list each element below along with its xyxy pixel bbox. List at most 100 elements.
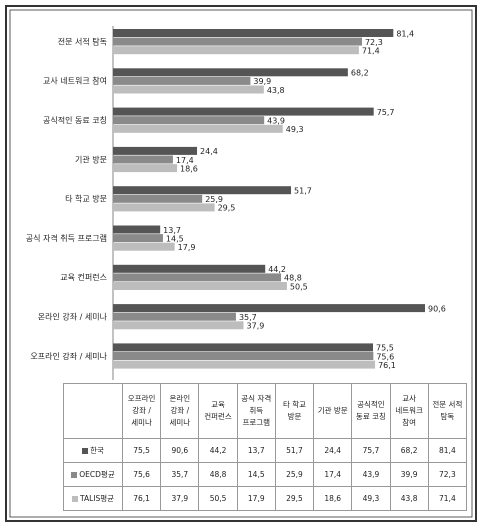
- table-cell: 68,2: [389, 438, 429, 463]
- value-label: 25,9: [205, 195, 223, 204]
- bar: [113, 242, 175, 251]
- category-label: 기관 방문: [75, 154, 107, 164]
- bar: [113, 304, 425, 313]
- value-label: 48,8: [284, 274, 302, 283]
- value-label: 29,5: [218, 204, 236, 213]
- bar: [113, 186, 292, 195]
- legend-label: TALIS평균: [79, 493, 115, 503]
- table-header: 교사 네트워크 참여: [389, 383, 429, 439]
- table-row: OECD평균 75,6 35,7 48,8 14,5 25,9 17,4 43,9 39,9 72…: [63, 462, 468, 487]
- bar: [113, 225, 161, 234]
- table-cell: 37,9: [160, 486, 200, 511]
- table-header: 공식적인 동료 코칭: [351, 383, 391, 439]
- value-label: 68,2: [351, 69, 369, 78]
- value-label: 39,9: [253, 77, 271, 86]
- bar: [113, 116, 265, 125]
- category-label: 오프라인 강좌 / 세미나: [30, 351, 107, 361]
- legend-cell: TALIS평균: [63, 486, 123, 511]
- value-label: 17,9: [178, 243, 196, 252]
- bar: [113, 76, 251, 85]
- category-label: 교육 컨퍼런스: [60, 272, 107, 282]
- frame-outer: [5, 5, 477, 522]
- table-row: 한국 75,5 90,6 44,2 13,7 51,7 24,4 75,7 68,2 81,4: [63, 438, 468, 463]
- bar: [113, 46, 359, 55]
- bar: [113, 124, 283, 133]
- table-cell: 75,6: [121, 462, 162, 487]
- table-cell: 14,5: [236, 462, 276, 487]
- data-table: 오프라인 강좌 / 세미나 온라인 강좌 / 세미나 교육 컨퍼런스 공식 자격 취득…: [63, 383, 468, 511]
- table-cell: 24,4: [313, 438, 353, 463]
- table-cell: 43,9: [351, 462, 391, 487]
- value-label: 75,7: [377, 108, 395, 117]
- value-label: 43,8: [267, 86, 285, 95]
- table-header: 오프라인 강좌 / 세미나: [121, 383, 162, 439]
- table-cell: 43,8: [389, 486, 429, 511]
- bar: [113, 312, 236, 321]
- table-header: 공식 자격 취득 프로그램: [236, 383, 276, 439]
- value-label: 71,4: [362, 47, 380, 56]
- table-cell: 44,2: [198, 438, 238, 463]
- legend-cell: 한국: [63, 438, 123, 463]
- legend-label: OECD평균: [79, 469, 115, 479]
- value-label: 13,7: [163, 226, 181, 235]
- table-row: TALIS평균 76,1 37,9 50,5 17,9 29,5 18,6 49,3 43,8 7…: [63, 486, 468, 511]
- table-corner: [63, 383, 123, 439]
- table-header: 교육 컨퍼런스: [198, 383, 238, 439]
- category-label: 타 학교 방문: [65, 194, 107, 204]
- bar: [113, 37, 362, 46]
- table-cell: 17,4: [313, 462, 353, 487]
- table-cell: 39,9: [389, 462, 429, 487]
- value-label: 18,6: [180, 164, 198, 173]
- value-label: 37,9: [247, 322, 265, 331]
- value-label: 51,7: [294, 187, 312, 196]
- value-label: 75,6: [376, 352, 394, 361]
- table-cell: 48,8: [198, 462, 238, 487]
- value-label: 44,2: [268, 265, 286, 274]
- table-cell: 17,9: [236, 486, 276, 511]
- table-cell: 51,7: [274, 438, 315, 463]
- value-label: 50,5: [290, 282, 308, 291]
- bar: [113, 343, 373, 352]
- table-cell: 35,7: [160, 462, 200, 487]
- bar: [113, 321, 244, 330]
- bar: [113, 282, 287, 290]
- category-label: 전문 서적 탐독: [58, 36, 107, 46]
- value-label: 76,1: [378, 361, 396, 370]
- bar: [113, 264, 266, 273]
- legend-swatch: [71, 471, 78, 478]
- table-header: 기관 방문: [313, 383, 353, 439]
- table-cell: 76,1: [121, 486, 162, 511]
- bar: [113, 146, 198, 155]
- value-label: 75,5: [376, 344, 394, 353]
- category-label: 온라인 강좌 / 세미나: [38, 312, 108, 322]
- bar: [113, 164, 178, 173]
- value-label: 72,3: [365, 38, 383, 47]
- table-cell: 71,4: [427, 486, 468, 511]
- table-cell: 18,6: [313, 486, 353, 511]
- table-cell: 75,5: [121, 438, 162, 463]
- value-label: 14,5: [166, 234, 184, 243]
- bar: [113, 360, 376, 369]
- table-cell: 49,3: [351, 486, 391, 511]
- bar: [113, 85, 264, 94]
- value-label: 24,4: [200, 147, 218, 156]
- value-label: 81,4: [396, 29, 414, 38]
- bar: [113, 273, 282, 282]
- table-cell: 75,7: [351, 438, 391, 463]
- table-cell: 29,5: [274, 486, 315, 511]
- table-header: 타 학교 방문: [274, 383, 315, 439]
- legend-swatch: [82, 447, 89, 454]
- value-label: 90,6: [428, 304, 446, 313]
- bar: [113, 194, 203, 203]
- value-label: 35,7: [239, 313, 257, 322]
- legend-swatch: [71, 495, 78, 502]
- bar: [113, 352, 374, 360]
- bar: [113, 234, 163, 243]
- category-label: 공식적인 동료 코칭: [43, 115, 107, 125]
- table-cell: 13,7: [236, 438, 276, 463]
- table-cell: 72,3: [427, 462, 468, 487]
- value-label: 49,3: [286, 125, 304, 134]
- table-header: 온라인 강좌 / 세미나: [160, 383, 200, 439]
